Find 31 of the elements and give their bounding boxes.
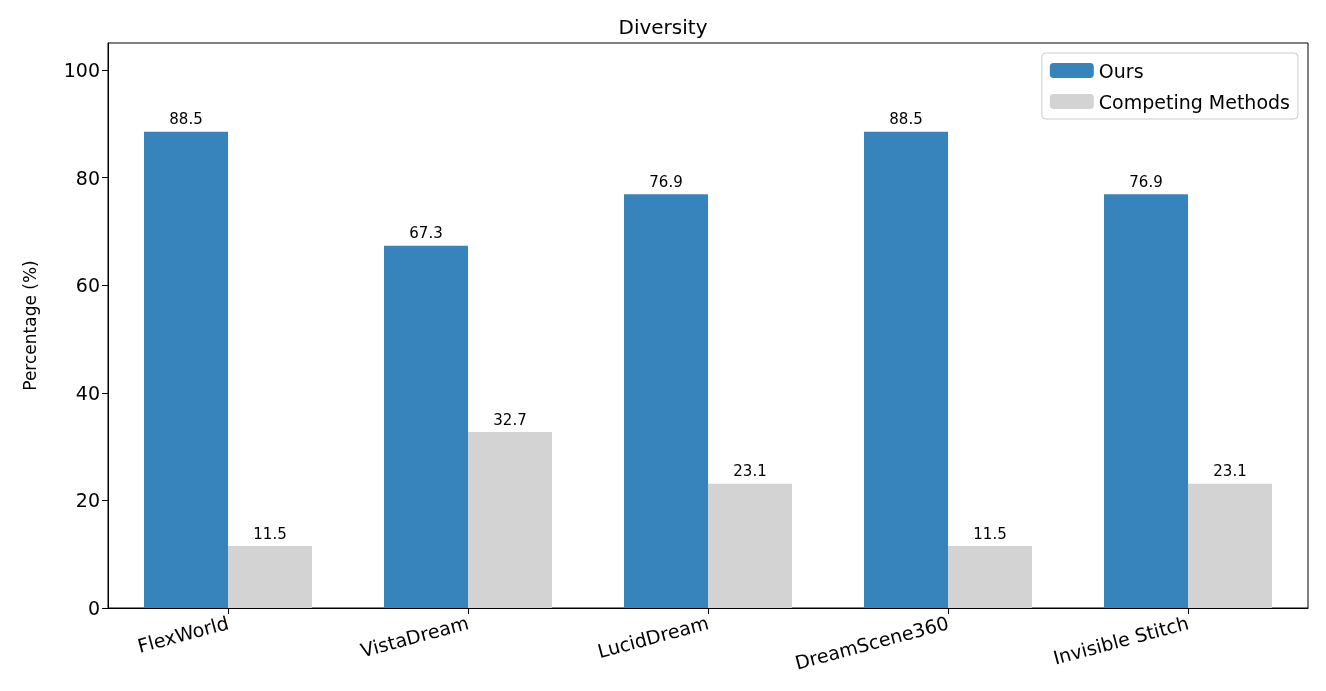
- x-tick-label: Invisible Stitch: [1050, 611, 1191, 669]
- bar: [468, 432, 552, 608]
- bar: [708, 483, 792, 608]
- legend-label: Competing Methods: [1098, 90, 1291, 113]
- bar: [228, 546, 312, 608]
- bar: [948, 546, 1032, 608]
- bar: [1104, 194, 1188, 608]
- data-label: 76.9: [1129, 172, 1163, 191]
- data-label: 23.1: [1213, 462, 1247, 481]
- bar: [384, 245, 468, 608]
- y-tick-label: 100: [63, 58, 100, 81]
- y-tick-label: 60: [75, 274, 100, 297]
- y-tick-label: 40: [75, 381, 100, 404]
- data-label: 11.5: [973, 524, 1007, 543]
- bar: [144, 131, 228, 608]
- legend-label: Ours: [1098, 59, 1144, 82]
- bar: [624, 194, 708, 608]
- data-label: 23.1: [733, 462, 767, 481]
- bar: [864, 131, 948, 608]
- data-label: 11.5: [253, 524, 287, 543]
- data-label: 32.7: [493, 410, 527, 429]
- y-tick-label: 0: [87, 597, 100, 619]
- y-tick-label: 80: [75, 166, 100, 189]
- data-label: 88.5: [169, 110, 203, 129]
- y-axis-title: Percentage (%): [19, 260, 40, 391]
- y-tick-label: 20: [75, 489, 100, 512]
- data-label: 67.3: [409, 224, 443, 243]
- data-label: 76.9: [649, 172, 683, 191]
- chart-title: Diversity: [618, 15, 708, 39]
- data-label: 88.5: [889, 110, 923, 129]
- bar: [1188, 483, 1272, 608]
